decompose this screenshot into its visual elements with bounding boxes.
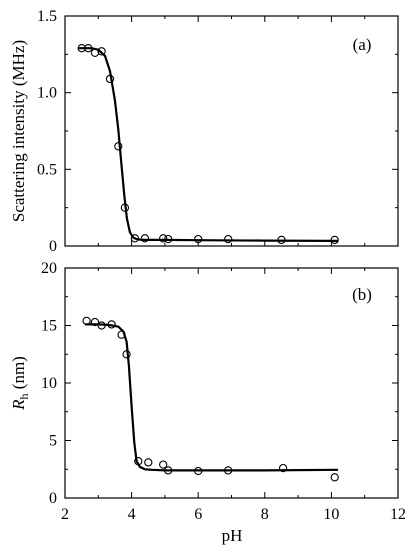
data-point: [105, 74, 115, 84]
data-point: [330, 235, 339, 245]
data-point: [159, 460, 168, 469]
panel-a-marker-layer: [77, 44, 339, 245]
data-point: [97, 47, 106, 56]
data-point: [97, 321, 106, 330]
panel-b-fit-line-layer: [85, 323, 339, 472]
x-tick-label: 10: [323, 506, 339, 523]
data-point: [194, 234, 203, 244]
data-point: [84, 44, 93, 53]
y-tick-label: 0: [49, 238, 57, 255]
panel-a-y-axis-title: Scattering intensity (MHz): [9, 40, 28, 222]
x-tick-label: 4: [128, 506, 136, 523]
panel-a-frame: [64, 15, 399, 247]
data-point: [130, 234, 140, 243]
panel-a: 0 0.5 1.0 1.5 (a) Scattering intensity (MHz…: [9, 8, 399, 255]
data-point: [122, 350, 131, 359]
data-point: [224, 466, 233, 475]
panel-b-y-axis-title: Rh (nm): [9, 356, 31, 411]
data-point: [164, 466, 173, 475]
panel-a-fit-line-layer: [78, 47, 339, 242]
y-tick-label: 10: [41, 375, 57, 392]
data-point: [107, 320, 116, 329]
x-tick-label: 6: [194, 506, 202, 523]
panel-b-label: (b): [352, 285, 372, 304]
data-point: [277, 235, 286, 245]
data-point: [114, 142, 123, 151]
data-point: [134, 457, 143, 466]
panel-b-y-axis-unit: (nm): [9, 356, 28, 393]
panel-b-x-axis-title: pH: [222, 526, 243, 545]
panel-b: 2 4 6 8 10 12 0 5 10 15 20 (b) Rh (nm) pH: [9, 260, 405, 545]
panel-b-ticks: 2 4 6 8 10 12 0 5 10 15 20: [41, 260, 405, 523]
y-tick-label: 0.5: [37, 161, 57, 178]
y-tick-label: 15: [41, 318, 57, 335]
x-tick-label: 2: [61, 506, 69, 523]
data-point: [278, 463, 288, 473]
data-point: [330, 473, 339, 482]
data-point: [164, 234, 173, 244]
y-tick-label: 0: [49, 490, 57, 507]
fit-curve: [85, 323, 339, 472]
data-point: [117, 330, 126, 339]
data-point: [77, 44, 86, 53]
data-point: [90, 48, 100, 57]
y-tick-label: 1.5: [37, 8, 57, 25]
panel-b-y-axis-symbol: R: [9, 399, 28, 411]
y-tick-label: 1.0: [37, 85, 57, 102]
data-point: [159, 234, 168, 243]
x-tick-label: 12: [390, 506, 405, 523]
data-point: [144, 458, 153, 467]
y-tick-label: 20: [41, 260, 57, 277]
panel-a-ticks: 0 0.5 1.0 1.5: [37, 8, 399, 255]
panel-b-frame: [64, 267, 399, 499]
data-point: [224, 234, 233, 244]
y-tick-label: 5: [49, 433, 57, 450]
data-point: [120, 203, 130, 212]
data-point: [90, 317, 100, 327]
fit-curve: [78, 47, 339, 242]
panel-b-marker-layer: [82, 316, 339, 482]
data-point: [140, 234, 150, 243]
panel-a-label: (a): [353, 35, 372, 54]
data-point: [194, 466, 203, 476]
panel-b-y-axis-subscript: h: [17, 393, 31, 399]
x-tick-label: 8: [261, 506, 269, 523]
data-point: [82, 316, 91, 326]
